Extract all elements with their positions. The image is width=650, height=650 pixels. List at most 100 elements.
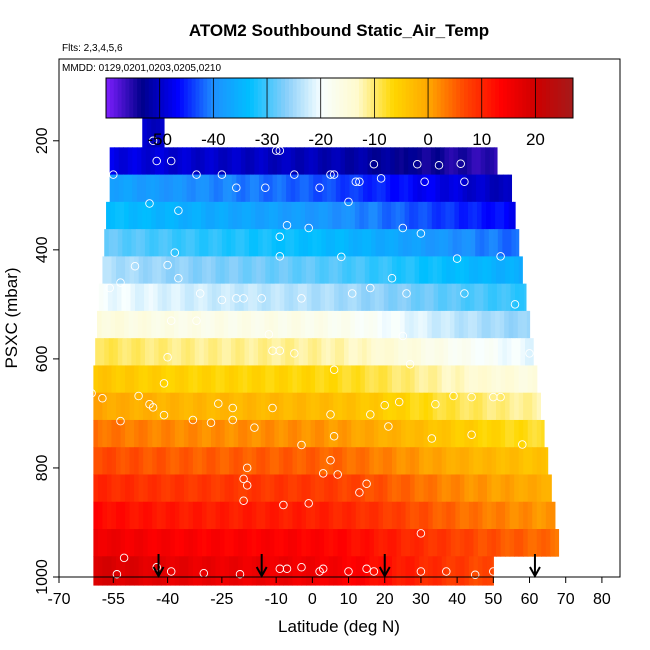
heatmap-cell [388, 283, 394, 312]
heatmap-cell [231, 174, 237, 203]
observation-marker [192, 316, 201, 325]
heatmap-cell [111, 419, 117, 448]
heatmap-cell [102, 474, 108, 503]
heatmap-cell [393, 338, 399, 366]
heatmap-cell [425, 338, 431, 366]
observation-marker [333, 470, 342, 479]
observation-marker [166, 156, 176, 166]
observation-marker [261, 183, 270, 192]
colorbar-swatch [502, 78, 508, 118]
heatmap-cell [468, 474, 475, 503]
heatmap-cell [486, 529, 493, 557]
heatmap-cell [172, 229, 178, 257]
heatmap-cell [518, 474, 524, 503]
colorbar-tick-label: 0 [423, 130, 432, 149]
heatmap-cell [287, 392, 294, 421]
heatmap-cell [405, 365, 411, 394]
heatmap-cell [495, 201, 501, 230]
colorbar-swatch [397, 78, 403, 118]
heatmap-cell [169, 201, 175, 230]
heatmap-cell [390, 174, 396, 203]
observation-marker [420, 177, 429, 186]
heatmap-cell [448, 338, 454, 366]
heatmap-cell [333, 474, 339, 503]
heatmap-cell [333, 556, 339, 586]
heatmap-cell [296, 474, 303, 503]
heatmap-cell [446, 447, 452, 475]
heatmap-cell [439, 338, 445, 366]
colorbar-swatch [370, 78, 376, 118]
heatmap-cell [97, 556, 104, 586]
heatmap-cell [138, 556, 144, 586]
heatmap-cell [349, 174, 355, 203]
heatmap-cell [147, 529, 153, 557]
heatmap-cell [187, 201, 193, 230]
heatmap-cell [423, 529, 429, 557]
heatmap-cell [206, 365, 212, 394]
heatmap-cell [346, 419, 352, 448]
colorbar-tick-label: -20 [308, 130, 333, 149]
heatmap-cell [247, 392, 253, 421]
observation-marker [326, 410, 335, 419]
heatmap-cell [106, 556, 113, 586]
heatmap-cell [287, 256, 294, 285]
heatmap-cell [138, 256, 144, 285]
heatmap-cell [102, 501, 108, 530]
heatmap-cell [238, 529, 244, 557]
heatmap-cell [251, 419, 257, 448]
heatmap-cell [221, 338, 227, 366]
colorbar-swatch [526, 78, 531, 118]
heatmap-cell [134, 447, 140, 475]
heatmap-cell [509, 501, 515, 530]
colorbar-swatch [483, 78, 488, 118]
y-tick-label: 400 [34, 236, 51, 263]
heatmap-cell [387, 365, 393, 394]
heatmap-cell [410, 529, 416, 557]
colorbar-swatch [499, 78, 504, 118]
heatmap-cell [496, 501, 502, 530]
heatmap-cell [469, 283, 475, 312]
heatmap-cell [342, 501, 348, 530]
heatmap-cell [155, 310, 161, 339]
observation-marker [329, 170, 339, 179]
heatmap-cell [419, 447, 425, 475]
heatmap-cell [161, 501, 167, 530]
heatmap-cell [404, 201, 410, 230]
colorbar-swatch [214, 78, 220, 118]
heatmap-cell [160, 201, 166, 230]
heatmap-cell [364, 419, 370, 448]
heatmap-cell [114, 174, 120, 203]
heatmap-cell [170, 474, 176, 503]
heatmap-cell [366, 229, 372, 257]
heatmap-cell [287, 529, 294, 557]
colorbar-swatch [265, 78, 270, 118]
heatmap-cell [364, 556, 370, 586]
heatmap-cell [136, 147, 142, 175]
heatmap-cell [496, 256, 502, 285]
observation-marker [496, 252, 505, 261]
heatmap-cell [428, 556, 434, 586]
heatmap-cell [321, 338, 327, 366]
heatmap-cell [355, 392, 361, 421]
heatmap-cell [233, 419, 239, 448]
heatmap-cell [450, 474, 456, 503]
colorbar-swatch [401, 78, 407, 118]
heatmap-cell [274, 392, 280, 421]
heatmap-cell [235, 229, 241, 257]
observation-marker [214, 399, 223, 408]
heatmap-cell [300, 201, 306, 230]
heatmap-cell [477, 392, 484, 421]
heatmap-cell [192, 201, 198, 230]
heatmap-cell [325, 283, 331, 312]
heatmap-cell [346, 447, 352, 475]
heatmap-cell [391, 501, 398, 530]
heatmap-cell [170, 447, 176, 475]
heatmap-cell [161, 556, 167, 586]
heatmap-cell [274, 419, 280, 448]
heatmap-cell [315, 556, 321, 586]
heatmap-cell [211, 256, 217, 285]
heatmap-cell [455, 419, 461, 448]
heatmap-cell [323, 201, 329, 230]
colorbar-swatch [218, 78, 224, 118]
